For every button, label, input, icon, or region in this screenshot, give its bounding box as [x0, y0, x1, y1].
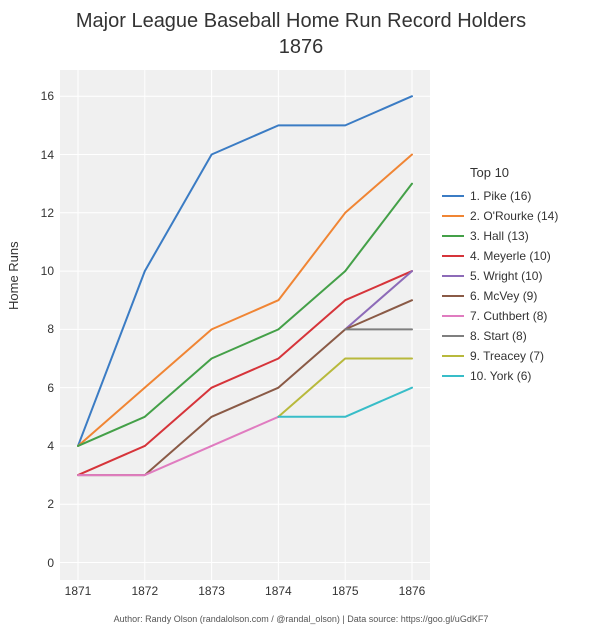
- legend-swatch: [442, 275, 464, 277]
- legend-label: 1. Pike (16): [470, 189, 531, 203]
- legend-swatch: [442, 255, 464, 257]
- y-tick-label: 0: [14, 556, 54, 570]
- legend-item: 6. McVey (9): [442, 286, 558, 306]
- legend-label: 4. Meyerle (10): [470, 249, 551, 263]
- legend-item: 10. York (6): [442, 366, 558, 386]
- legend-label: 9. Treacey (7): [470, 349, 544, 363]
- legend-swatch: [442, 335, 464, 337]
- chart-title-line2: 1876: [0, 34, 602, 60]
- legend-swatch: [442, 295, 464, 297]
- y-tick-label: 16: [14, 89, 54, 103]
- legend-label: 5. Wright (10): [470, 269, 542, 283]
- legend-label: 2. O'Rourke (14): [470, 209, 558, 223]
- x-tick-label: 1875: [332, 584, 359, 598]
- legend-item: 5. Wright (10): [442, 266, 558, 286]
- y-tick-label: 12: [14, 206, 54, 220]
- chart-title: Major League Baseball Home Run Record Ho…: [0, 8, 602, 60]
- chart-credit: Author: Randy Olson (randalolson.com / @…: [0, 614, 602, 624]
- line-chart-svg: [60, 70, 430, 580]
- x-tick-label: 1873: [198, 584, 225, 598]
- legend-label: 10. York (6): [470, 369, 531, 383]
- legend-swatch: [442, 195, 464, 197]
- y-tick-label: 10: [14, 264, 54, 278]
- y-tick-label: 14: [14, 148, 54, 162]
- series-line-4: [345, 271, 412, 329]
- legend-item: 4. Meyerle (10): [442, 246, 558, 266]
- legend-item: 1. Pike (16): [442, 186, 558, 206]
- legend-label: 7. Cuthbert (8): [470, 309, 547, 323]
- legend: Top 10 1. Pike (16) 2. O'Rourke (14) 3. Ha…: [442, 165, 558, 386]
- plot-area: [60, 70, 430, 580]
- legend-item: 2. O'Rourke (14): [442, 206, 558, 226]
- y-tick-label: 8: [14, 322, 54, 336]
- legend-swatch: [442, 235, 464, 237]
- y-tick-label: 2: [14, 497, 54, 511]
- x-tick-label: 1874: [265, 584, 292, 598]
- series-line-3: [78, 271, 412, 475]
- legend-label: 3. Hall (13): [470, 229, 529, 243]
- x-tick-label: 1876: [399, 584, 426, 598]
- y-tick-label: 4: [14, 439, 54, 453]
- legend-swatch: [442, 375, 464, 377]
- chart-title-line1: Major League Baseball Home Run Record Ho…: [0, 8, 602, 34]
- x-tick-label: 1872: [131, 584, 158, 598]
- legend-label: 8. Start (8): [470, 329, 527, 343]
- legend-item: 9. Treacey (7): [442, 346, 558, 366]
- legend-item: 8. Start (8): [442, 326, 558, 346]
- legend-swatch: [442, 355, 464, 357]
- legend-swatch: [442, 315, 464, 317]
- legend-label: 6. McVey (9): [470, 289, 537, 303]
- legend-item: 3. Hall (13): [442, 226, 558, 246]
- y-tick-label: 6: [14, 381, 54, 395]
- x-tick-label: 1871: [65, 584, 92, 598]
- legend-title: Top 10: [470, 165, 558, 180]
- legend-swatch: [442, 215, 464, 217]
- legend-item: 7. Cuthbert (8): [442, 306, 558, 326]
